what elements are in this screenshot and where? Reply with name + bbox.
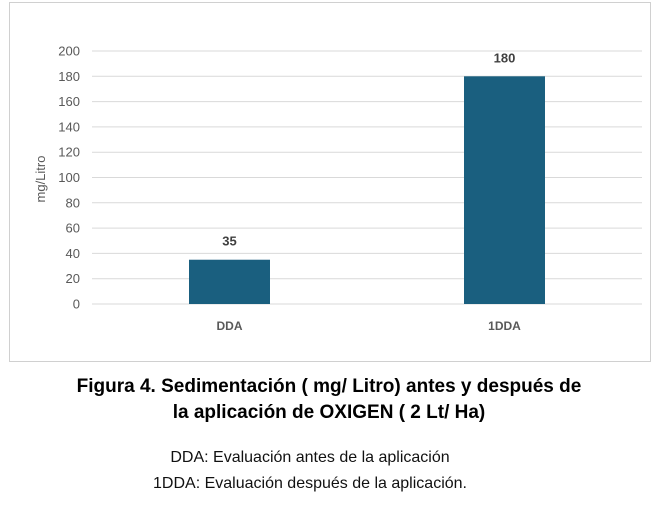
y-tick-label: 20 [66,271,80,286]
y-tick-label: 200 [58,44,80,59]
y-axis-ticks: 0 20 40 60 80 100 120 140 160 180 200 [58,44,80,312]
y-tick-label: 40 [66,246,80,261]
y-axis-label: mg/Litro [33,156,48,203]
y-tick-label: 100 [58,170,80,185]
x-axis-ticks: DDA 1DDA [217,319,522,333]
chart-frame: 0 20 40 60 80 100 120 140 160 180 200 35 180 DDA 1DD… [9,2,651,362]
y-tick-label: 180 [58,69,80,84]
bars: 35 180 [189,50,545,304]
y-tick-label: 0 [73,297,80,312]
x-tick-label: DDA [217,319,243,333]
y-tick-label: 120 [58,145,80,160]
data-label: 180 [494,50,516,65]
y-tick-label: 140 [58,119,80,134]
y-tick-label: 160 [58,94,80,109]
data-label: 35 [222,234,236,249]
legend-note-1dda: 1DDA: Evaluación después de la aplicació… [153,475,467,492]
y-tick-label: 80 [66,195,80,210]
x-tick-label: 1DDA [488,319,521,333]
grid-lines [92,50,642,305]
bar-dda [189,259,270,304]
figure-caption-line-2: la aplicación de OXIGEN ( 2 Lt/ Ha) [172,402,486,423]
y-tick-label: 60 [66,221,80,236]
legend-note-dda: DDA: Evaluación antes de la aplicación [170,449,450,466]
bar-1dda [464,76,545,304]
bar-chart: 0 20 40 60 80 100 120 140 160 180 200 35 180 DDA 1DD… [33,44,642,333]
figure-caption-line-1: Figura 4. Sedimentación ( mg/ Litro) ant… [76,376,582,397]
